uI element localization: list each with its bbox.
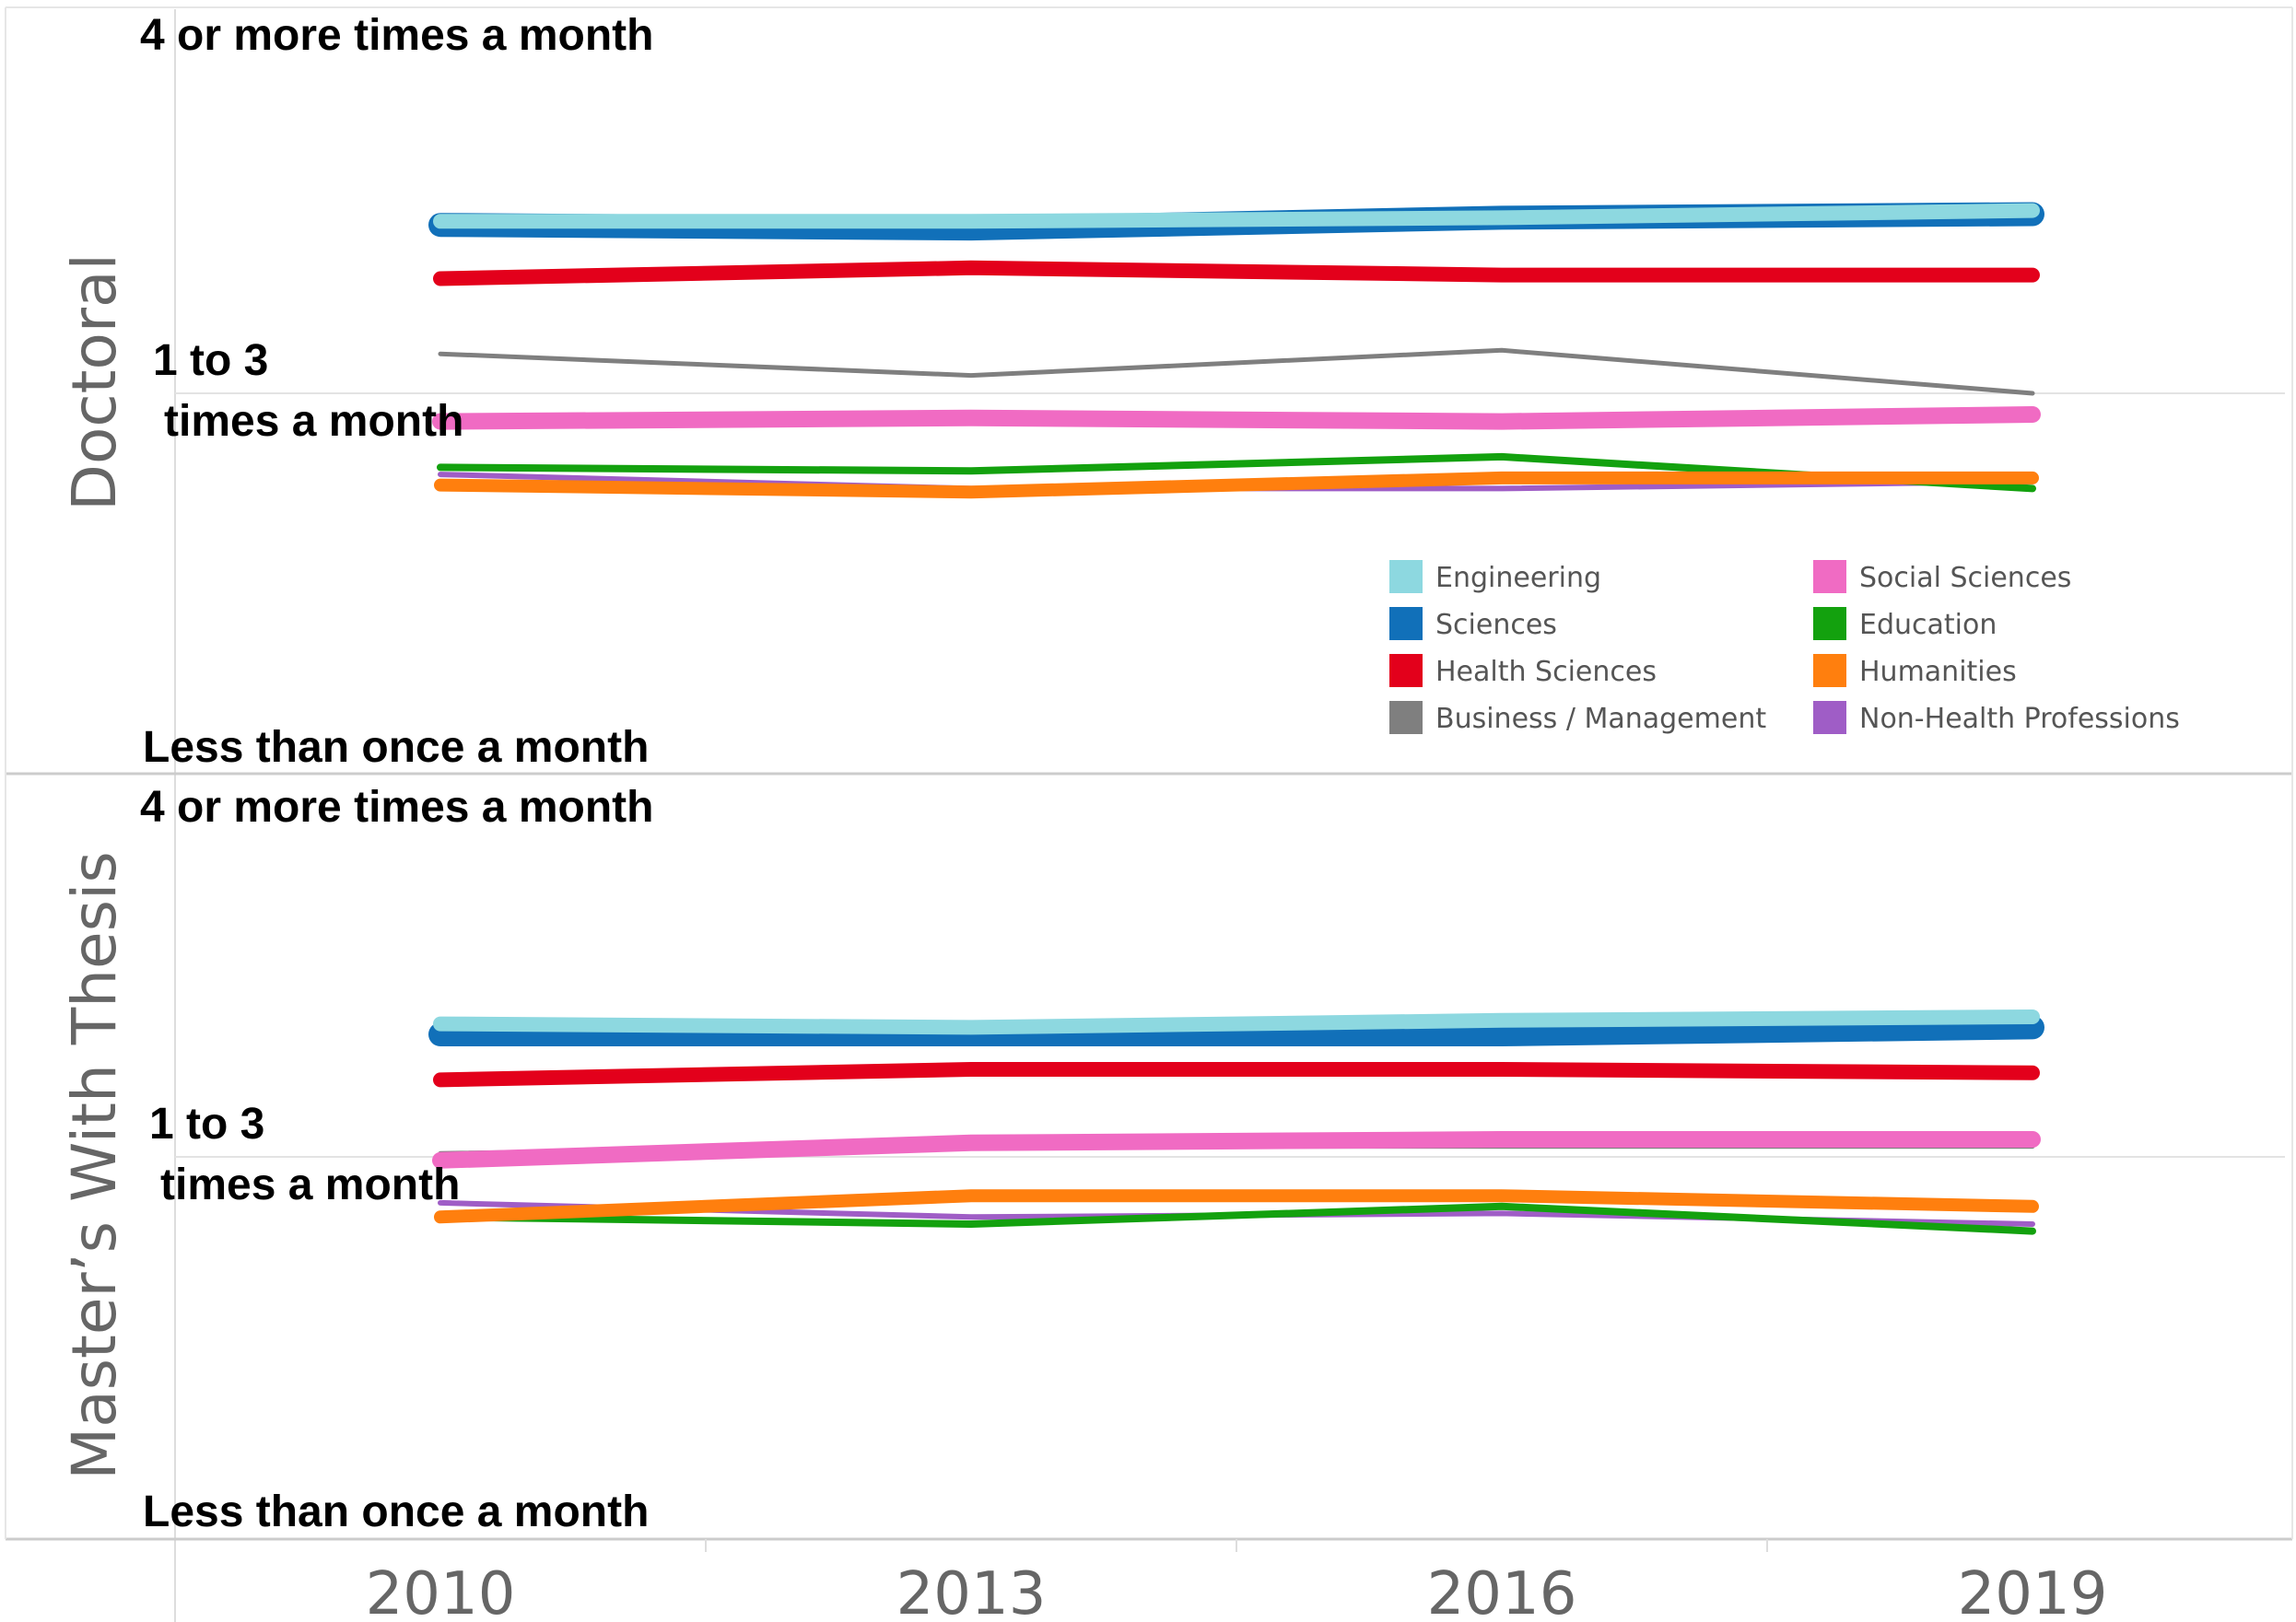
y-level-label-middle-line: times a month [160,1161,460,1209]
series-line-health-sciences [433,1062,2040,1088]
legend-swatch-humanities [1813,654,1846,687]
y-level-label-middle-line: 1 to 3 [153,336,268,385]
x-tick-label: 2010 [366,1560,516,1622]
y-level-label-bottom: Less than once a month [143,723,649,772]
legend-label-humanities: Humanities [1859,656,2017,688]
legend-swatch-sciences [1389,607,1423,640]
legend-label-health-sciences: Health Sciences [1435,656,1657,688]
y-level-label-top: 4 or more times a month [140,11,653,60]
x-tick-label: 2016 [1427,1560,1577,1622]
series-line-health-sciences [433,260,2040,286]
series-line-humanities [434,1189,2039,1224]
series-line-sciences [428,1015,2044,1046]
legend-label-non-health-professions: Non-Health Professions [1859,703,2180,735]
series-line-social-sciences [432,406,2041,430]
y-level-label-middle-line: times a month [164,397,463,446]
legend: Engineering Sciences Health Sciences Busine… [1389,560,2180,735]
x-axis: 2010 2013 2016 2019 [366,1539,2108,1622]
x-tick-label: 2019 [1958,1560,2108,1622]
chart-panels: 4 or more times a month Less than once a … [59,11,2285,1536]
legend-label-sciences: Sciences [1435,609,1557,641]
series-line-social-sciences [432,1131,2041,1169]
legend-swatch-education [1813,607,1846,640]
legend-label-education: Education [1859,609,1997,641]
legend-label-business-management: Business / Management [1435,703,1766,735]
panel-doctoral: 4 or more times a month Less than once a … [59,11,2285,772]
y-level-label-middle-line: 1 to 3 [149,1100,264,1149]
legend-label-social-sciences: Social Sciences [1859,562,2071,594]
series-line-business-management [438,347,2035,396]
legend-swatch-engineering [1389,560,1423,593]
series-line-engineering [433,203,2040,229]
y-level-label-top: 4 or more times a month [140,783,653,832]
panel-title: Master’s With Thesis [59,851,130,1479]
x-tick-label: 2013 [896,1560,1047,1622]
y-level-label-middle: 1 to 3 times a month [149,1100,460,1209]
panel-master-s-with-thesis: 4 or more times a month Less than once a … [59,783,2285,1536]
legend-label-engineering: Engineering [1435,562,1601,594]
y-level-label-bottom: Less than once a month [143,1488,649,1536]
series-line-education [437,1202,2036,1235]
legend-swatch-business-management [1389,701,1423,734]
panel-title: Doctoral [59,253,130,511]
chart-frame [5,6,2293,1622]
legend-swatch-social-sciences [1813,560,1846,593]
legend-swatch-non-health-professions [1813,701,1846,734]
series-line-humanities [434,471,2039,499]
legend-swatch-health-sciences [1389,654,1423,687]
series-line-engineering [433,1009,2040,1035]
y-level-label-middle: 1 to 3 times a month [153,336,463,446]
